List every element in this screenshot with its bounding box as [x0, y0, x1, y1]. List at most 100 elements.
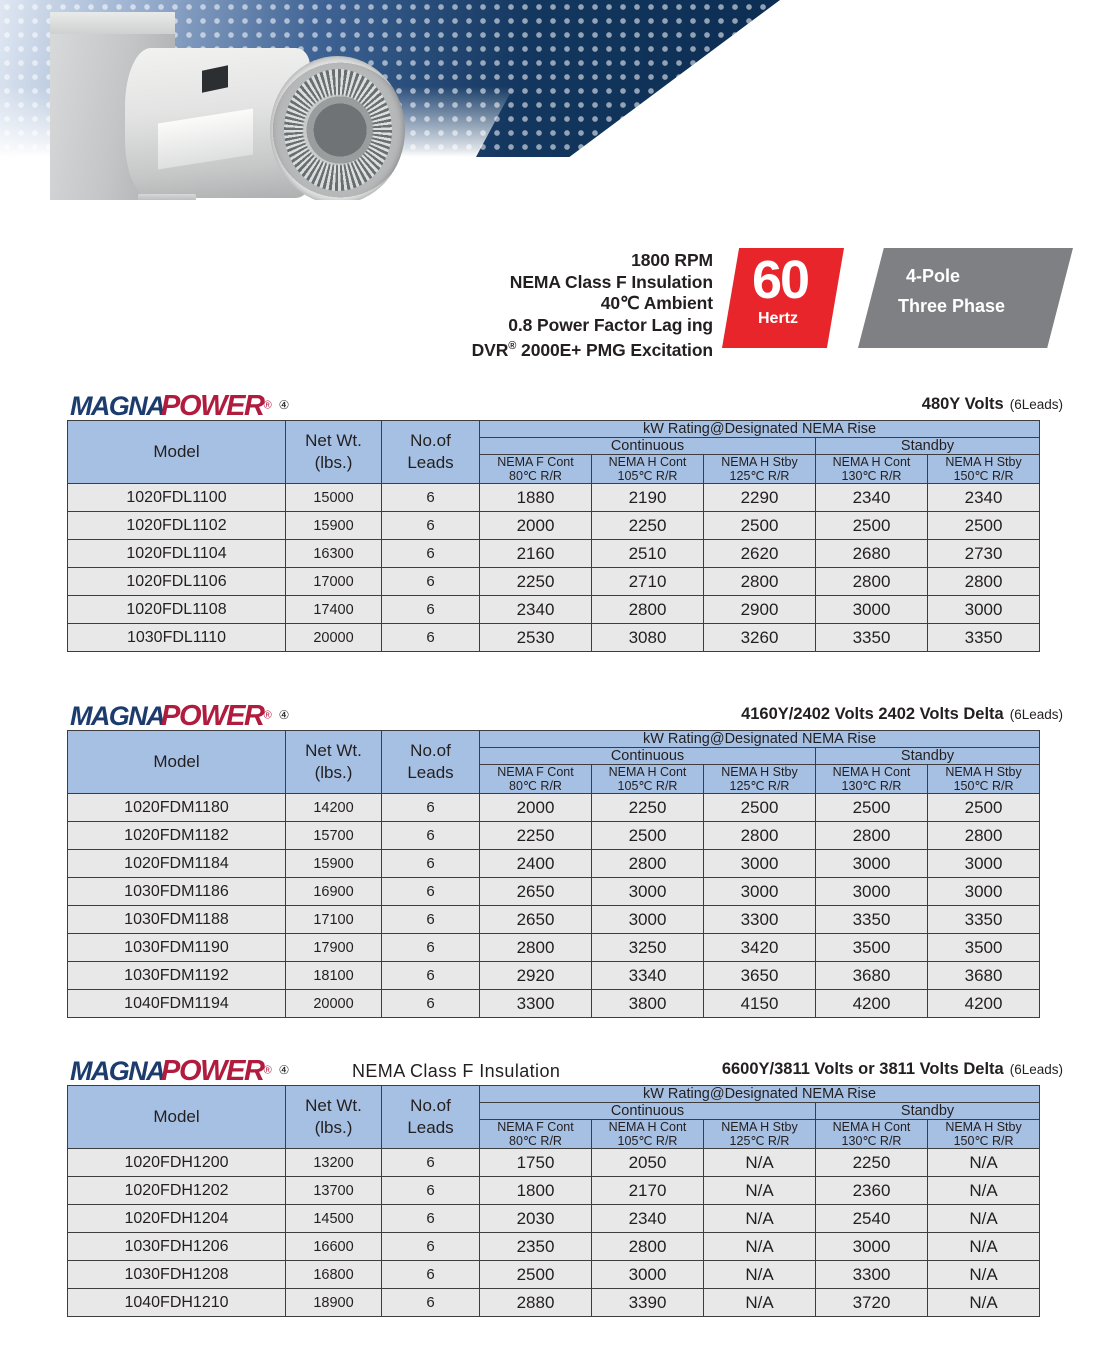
cell-kw-rating: 3000 — [591, 1260, 704, 1289]
col-header-standby: Standby — [814, 437, 1041, 455]
cell-kw-rating: 2400 — [479, 849, 592, 878]
cell-kw-rating: N/A — [703, 1204, 816, 1233]
cell-net-weight: 16800 — [285, 1260, 382, 1289]
leads-count-label: (6Leads) — [1009, 397, 1063, 412]
cell-kw-rating: 2340 — [815, 483, 928, 512]
table-row: 1020FDL1106 17000 6 2250 2710 2800 2800 2800 — [67, 567, 1041, 596]
cell-model: 1030FDM1192 — [67, 961, 286, 990]
cell-kw-rating: N/A — [926, 1148, 1041, 1177]
hertz-number: 60 — [751, 250, 810, 310]
cell-leads: 6 — [381, 933, 480, 962]
cell-kw-rating: 3000 — [926, 877, 1041, 906]
cell-kw-rating: 2920 — [479, 961, 592, 990]
cell-kw-rating: N/A — [703, 1176, 816, 1205]
cell-kw-rating: 2500 — [703, 793, 816, 822]
registered-trademark-icon: ® — [263, 399, 272, 412]
col-header-nema-rise: NEMA H Stby 150℃ R/R — [926, 764, 1041, 794]
cell-kw-rating: 3260 — [703, 623, 816, 652]
cell-model: 1040FDH1210 — [67, 1288, 286, 1317]
registered-trademark-icon: ® — [263, 709, 272, 722]
cell-kw-rating: 3000 — [815, 595, 928, 624]
cell-kw-rating: 2500 — [926, 793, 1041, 822]
cell-net-weight: 14500 — [285, 1204, 382, 1233]
table-row: 1030FDH1206 16600 6 2350 2800 N/A 3000 N/A — [67, 1232, 1041, 1261]
cell-kw-rating: 2800 — [591, 595, 704, 624]
cell-kw-rating: 2800 — [591, 849, 704, 878]
col-header-nema-rise: NEMA H Stby 125℃ R/R — [703, 454, 816, 484]
cell-kw-rating: 3340 — [591, 961, 704, 990]
table-header-row: Continuous Standby — [68, 437, 1041, 455]
cell-kw-rating: 3720 — [815, 1288, 928, 1317]
col-header-standby: Standby — [814, 747, 1041, 765]
table-row: 1020FDH1200 13200 6 1750 2050 N/A 2250 N/A — [67, 1148, 1041, 1177]
cell-kw-rating: 2340 — [591, 1204, 704, 1233]
col-header-nema-rise: NEMA H Stby 125℃ R/R — [703, 1119, 816, 1149]
col-header-no-of-leads: No.of Leads — [381, 420, 480, 484]
cell-kw-rating: 2000 — [479, 793, 592, 822]
section-header: MAGNAPOWER® ④ 4160Y/2402 Volts 2402 Volts … — [0, 700, 1105, 734]
cell-model: 1020FDM1182 — [67, 821, 286, 850]
cell-net-weight: 15900 — [285, 849, 382, 878]
cell-leads: 6 — [381, 821, 480, 850]
cell-kw-rating: 1750 — [479, 1148, 592, 1177]
spec-text-lines: 1800 RPM NEMA Class F Insulation 40℃ Amb… — [472, 250, 713, 361]
cell-kw-rating: 2800 — [815, 821, 928, 850]
cell-kw-rating: 1800 — [479, 1176, 592, 1205]
registered-trademark-icon: ® — [263, 1064, 272, 1077]
pole-count-label: 4-Pole — [906, 266, 961, 286]
cell-kw-rating: 2250 — [591, 793, 704, 822]
spec-section: MAGNAPOWER® ④ NEMA Class F Insulation 6600Y… — [0, 1055, 1105, 1317]
section-note: NEMA Class F Insulation — [352, 1061, 561, 1081]
col-header-continuous: Continuous — [479, 1102, 816, 1120]
ratings-table: Model Net Wt. (lbs.) No.of Leads kW Rating@De… — [67, 420, 1041, 652]
cell-kw-rating: 2540 — [815, 1204, 928, 1233]
cell-kw-rating: 3080 — [591, 623, 704, 652]
cell-kw-rating: 3680 — [926, 961, 1041, 990]
cell-kw-rating: 3350 — [926, 623, 1041, 652]
cell-net-weight: 16900 — [285, 877, 382, 906]
col-header-nema-rise: NEMA H Stby 125℃ R/R — [703, 764, 816, 794]
cell-leads: 6 — [381, 961, 480, 990]
table-header-row: Continuous Standby — [68, 747, 1041, 765]
cell-kw-rating: N/A — [703, 1232, 816, 1261]
hertz-label: Hertz — [757, 310, 798, 327]
cell-model: 1020FDL1108 — [67, 595, 286, 624]
col-header-continuous: Continuous — [479, 747, 816, 765]
hertz-badge: 60 Hertz — [722, 248, 844, 348]
section-voltage-label: 6600Y/3811 Volts or 3811 Volts Delta (6Le… — [722, 1060, 1063, 1079]
cell-kw-rating: 2680 — [815, 539, 928, 568]
cell-kw-rating: 2360 — [815, 1176, 928, 1205]
cell-kw-rating: 2190 — [591, 483, 704, 512]
magnapower-logo: MAGNAPOWER® ④ — [70, 1055, 289, 1087]
cell-kw-rating: 2650 — [479, 877, 592, 906]
cell-kw-rating: 3000 — [926, 595, 1041, 624]
col-header-kw-rating: kW Rating@Designated NEMA Rise — [478, 420, 1041, 438]
cell-kw-rating: 3680 — [815, 961, 928, 990]
col-header-nema-rise: NEMA H Cont 105℃ R/R — [591, 1119, 704, 1149]
cell-kw-rating: 2800 — [815, 567, 928, 596]
magnapower-logo: MAGNAPOWER® ④ — [70, 700, 289, 732]
table-row: 1020FDL1104 16300 6 2160 2510 2620 2680 2730 — [67, 539, 1041, 568]
cell-net-weight: 17400 — [285, 595, 382, 624]
cell-kw-rating: N/A — [926, 1204, 1041, 1233]
registered-mark: ® — [508, 340, 517, 352]
terminal-box-top-shape — [50, 12, 175, 34]
table-row: 1020FDL1100 15000 6 1880 2190 2290 2340 2340 — [67, 483, 1041, 512]
table-header-row: Model Net Wt. (lbs.) No.of Leads kW Rating@De… — [67, 1085, 1041, 1149]
table-header-row: Model Net Wt. (lbs.) No.of Leads kW Rating@De… — [67, 730, 1041, 794]
cell-model: 1030FDM1190 — [67, 933, 286, 962]
cell-kw-rating: 2250 — [591, 511, 704, 540]
cell-kw-rating: 3300 — [703, 905, 816, 934]
cell-kw-rating: 3000 — [591, 905, 704, 934]
cell-model: 1030FDM1186 — [67, 877, 286, 906]
table-row: 1020FDM1184 15900 6 2400 2800 3000 3000 3000 — [67, 849, 1041, 878]
table-row: 1020FDL1102 15900 6 2000 2250 2500 2500 2500 — [67, 511, 1041, 540]
cell-kw-rating: 2500 — [703, 511, 816, 540]
cell-kw-rating: 3000 — [815, 877, 928, 906]
cell-leads: 6 — [381, 849, 480, 878]
cell-net-weight: 20000 — [285, 623, 382, 652]
cell-model: 1030FDH1206 — [67, 1232, 286, 1261]
col-header-continuous: Continuous — [479, 437, 816, 455]
cell-kw-rating: 1880 — [479, 483, 592, 512]
table-row: 1030FDL1110 20000 6 2530 3080 3260 3350 3350 — [67, 623, 1041, 652]
